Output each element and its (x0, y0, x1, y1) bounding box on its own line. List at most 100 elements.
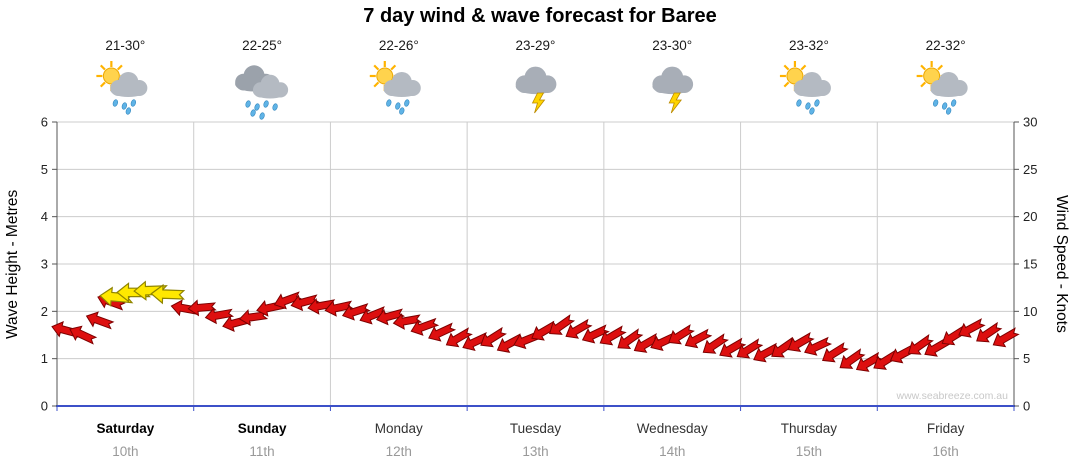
wind-arrow (69, 325, 98, 345)
cloud-part (252, 85, 288, 99)
watermark: www.seabreeze.com.au (896, 390, 1009, 402)
temperature-range-label: 22-25° (242, 38, 282, 53)
day-name-label: Thursday (781, 421, 838, 436)
raindrop (250, 109, 256, 117)
cloud-part (652, 78, 693, 95)
weather-icon-sun-shower (916, 61, 968, 115)
weather-icon-storm (652, 66, 694, 114)
wind-arrow (480, 326, 507, 348)
wind-arrow (702, 333, 729, 354)
sun-ray (373, 81, 380, 88)
sun-ray (99, 81, 106, 88)
raindrop (395, 102, 401, 110)
wind-arrow (736, 338, 764, 359)
wind-arrow (581, 324, 610, 344)
cloud-part (515, 78, 556, 95)
day-date-label: 10th (112, 444, 138, 459)
day-name-label: Wednesday (637, 421, 708, 436)
temperature-range-label: 23-30° (652, 38, 692, 53)
sun-ray (783, 64, 790, 71)
wind-speed-tick-label: 25 (1023, 162, 1037, 177)
temperature-range-label: 23-32° (789, 38, 829, 53)
wind-arrow (822, 342, 849, 363)
wind-arrow (668, 324, 695, 345)
day-date-label: 13th (522, 444, 548, 459)
wave-height-tick-label: 2 (41, 304, 48, 319)
wind-arrow (392, 313, 423, 330)
raindrop (942, 102, 948, 110)
raindrop (805, 102, 811, 110)
day-name-label: Monday (375, 421, 423, 436)
day-name-label: Sunday (238, 421, 287, 436)
cloud-part (793, 83, 830, 97)
raindrop (121, 102, 127, 110)
wind-arrow (599, 325, 627, 346)
wind-arrow (273, 291, 303, 310)
wind-arrow (341, 303, 371, 321)
wind-arrow (958, 318, 986, 338)
cloud-part (110, 83, 147, 97)
wind-speed-tick-label: 15 (1023, 257, 1037, 272)
cloud-part (383, 83, 420, 97)
wave-height-tick-label: 4 (41, 209, 48, 224)
wind-arrow (150, 283, 186, 305)
wind-arrow (787, 332, 815, 352)
day-date-label: 15th (796, 444, 822, 459)
sun-ray (937, 64, 944, 71)
wind-arrow (85, 311, 115, 330)
raindrop (951, 99, 957, 107)
temperature-range-label: 22-32° (926, 38, 966, 53)
day-date-label: 14th (659, 444, 685, 459)
wind-speed-axis-title: Wind Speed - Knots (1053, 195, 1070, 333)
wind-arrow (204, 307, 235, 325)
wave-height-tick-label: 3 (41, 257, 48, 272)
day-date-label: 12th (386, 444, 412, 459)
wave-height-tick-label: 6 (41, 115, 48, 130)
wind-speed-tick-label: 0 (1023, 399, 1030, 414)
sun-ray (783, 81, 790, 88)
raindrop (254, 103, 260, 111)
lightning-bolt (531, 92, 546, 114)
raindrop (809, 107, 815, 115)
wind-speed-tick-label: 10 (1023, 304, 1037, 319)
day-name-label: Friday (927, 421, 965, 436)
raindrop (245, 100, 251, 108)
wind-arrow (549, 314, 576, 335)
day-name-label: Saturday (96, 421, 154, 436)
wind-arrow (187, 299, 217, 317)
raindrop (386, 99, 392, 107)
wind-arrow (290, 294, 320, 312)
sun-disc (102, 67, 120, 85)
wind-arrow (375, 308, 405, 326)
raindrop (796, 99, 802, 107)
wind-arrow (428, 322, 457, 342)
wind-arrow (633, 332, 661, 353)
raindrop (946, 107, 952, 115)
wind-arrow (839, 348, 866, 369)
raindrop (933, 99, 939, 107)
wind-arrow (684, 328, 713, 349)
raindrop (130, 99, 136, 107)
day-date-label: 16th (933, 444, 959, 459)
wind-arrow (804, 336, 833, 356)
weather-icon-storm (515, 66, 557, 114)
raindrop (272, 103, 278, 111)
wind-arrow (359, 306, 388, 325)
raindrop (125, 107, 131, 115)
sun-ray (920, 81, 927, 88)
temperature-range-label: 22-26° (379, 38, 419, 53)
wind-arrow (719, 337, 747, 358)
sun-ray (800, 64, 807, 71)
wave-height-tick-label: 0 (41, 399, 48, 414)
page-title: 7 day wind & wave forecast for Baree (363, 5, 717, 27)
sun-ray (920, 64, 927, 71)
raindrop (263, 100, 269, 108)
weather-icon-sun-shower (779, 61, 831, 115)
sun-ray (373, 64, 380, 71)
sun-ray (390, 64, 397, 71)
raindrop (404, 99, 410, 107)
wave-height-tick-label: 5 (41, 162, 48, 177)
